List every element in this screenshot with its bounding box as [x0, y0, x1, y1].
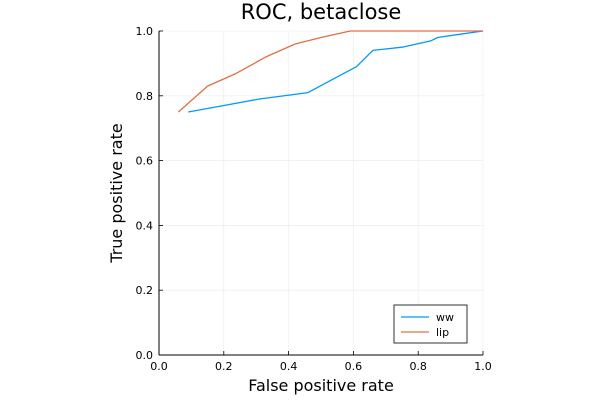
- tick-labels: 0.0 0.2 0.4 0.6 0.8 1.0 0.0 0.2 0.4 0.6 0.8 1.0: [136, 25, 492, 373]
- grid: [158, 30, 484, 356]
- x-tick-label: 1.0: [474, 360, 492, 373]
- y-tick-label: 0.2: [136, 284, 154, 297]
- series-line-ww: [188, 30, 484, 113]
- axes: [158, 30, 484, 356]
- y-tick-label: 0.8: [136, 90, 154, 103]
- chart-title: ROC, betaclose: [241, 0, 402, 24]
- y-tick-label: 0.6: [136, 155, 154, 168]
- y-tick-label: 0.4: [136, 219, 154, 232]
- y-tick-label: 1.0: [136, 25, 154, 38]
- x-tick-label: 0.4: [280, 360, 298, 373]
- x-axis-label: False positive rate: [248, 376, 394, 395]
- y-tick-label: 0.0: [136, 349, 154, 362]
- legend: ww lip: [393, 304, 468, 344]
- y-axis-label: True positive rate: [107, 123, 126, 263]
- x-tick-label: 0.6: [345, 360, 363, 373]
- x-tick-label: 0.0: [150, 360, 168, 373]
- legend-label-lip: lip: [436, 326, 449, 339]
- x-tick-label: 0.2: [215, 360, 233, 373]
- x-tick-label: 0.8: [409, 360, 427, 373]
- legend-box: [393, 304, 468, 344]
- legend-label-ww: ww: [436, 311, 454, 324]
- series-line-lip: [177, 30, 483, 113]
- series-lines: [177, 30, 484, 113]
